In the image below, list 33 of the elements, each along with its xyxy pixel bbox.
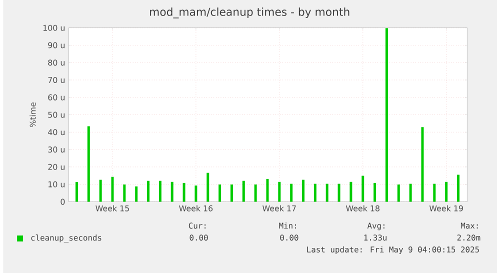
bar [302, 180, 304, 202]
bar [182, 182, 186, 202]
bar [278, 182, 281, 202]
bar [147, 180, 150, 202]
bar [123, 184, 126, 202]
bar [170, 182, 174, 202]
chart-title: mod_mam/cleanup times - by month [150, 7, 350, 18]
bar [230, 184, 233, 202]
bar [397, 184, 400, 202]
bar [433, 184, 436, 202]
bar [362, 176, 364, 202]
bar [350, 182, 352, 202]
bar [135, 186, 138, 202]
bar [87, 126, 90, 202]
bar [290, 184, 293, 202]
bar [254, 184, 257, 202]
bar [75, 182, 78, 202]
bar [457, 174, 460, 202]
bar [99, 180, 102, 202]
bar [338, 184, 340, 202]
bar [445, 182, 448, 202]
bar [385, 28, 388, 202]
bar [374, 182, 376, 202]
bar [242, 180, 245, 202]
bar [158, 180, 162, 202]
bar [266, 178, 269, 202]
bar [421, 126, 424, 202]
bar [206, 172, 210, 202]
bar [314, 184, 316, 202]
bar [326, 184, 328, 202]
bar [194, 185, 198, 202]
bar [409, 184, 412, 202]
bar [218, 184, 222, 202]
